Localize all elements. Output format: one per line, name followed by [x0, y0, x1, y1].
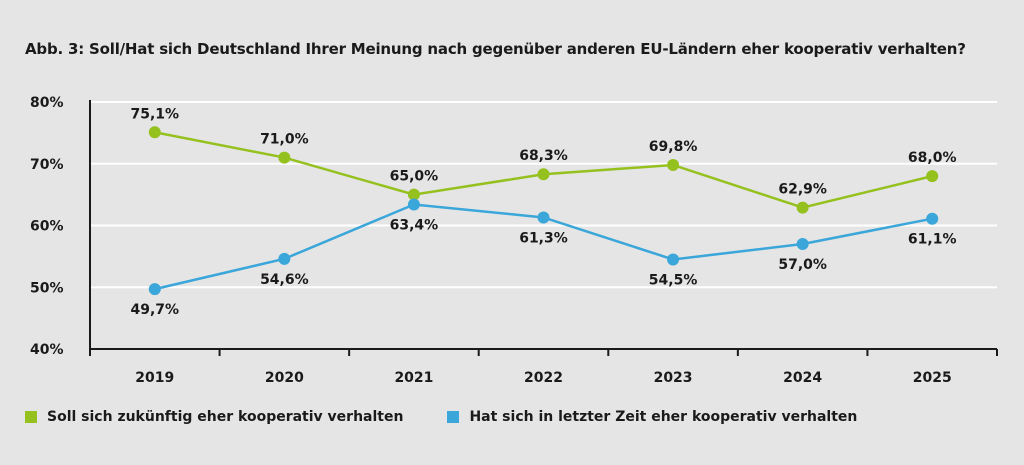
legend-item-soll: Soll sich zukünftig eher kooperativ verh… — [25, 409, 403, 425]
data-label-1-2022: 61,3% — [519, 230, 568, 246]
y-tick-label-70: 70% — [30, 157, 64, 173]
legend-label-hat: Hat sich in letzter Zeit eher kooperativ… — [469, 409, 858, 425]
data-label-0-2024: 62,9% — [778, 182, 827, 198]
x-tick-label-2022: 2022 — [524, 370, 563, 386]
x-tick-label-2023: 2023 — [654, 370, 693, 386]
data-point-1-2022 — [537, 211, 550, 224]
data-label-0-2025: 68,0% — [908, 150, 957, 166]
data-point-1-2020 — [278, 252, 291, 265]
legend-item-hat: Hat sich in letzter Zeit eher kooperativ… — [447, 409, 857, 425]
legend-swatch-soll — [25, 411, 37, 423]
data-label-1-2025: 61,1% — [908, 232, 957, 248]
x-tick-label-2021: 2021 — [394, 370, 433, 386]
y-tick-label-80: 80% — [30, 95, 64, 111]
chart-title: Abb. 3: Soll/Hat sich Deutschland Ihrer … — [25, 40, 966, 58]
x-tick-label-2025: 2025 — [913, 370, 952, 386]
data-point-0-2021 — [407, 188, 420, 201]
y-tick-label-40: 40% — [30, 342, 64, 358]
data-point-0-2025 — [926, 170, 939, 183]
data-label-1-2021: 63,4% — [390, 218, 439, 234]
x-tick-label-2020: 2020 — [265, 370, 304, 386]
data-point-0-2023 — [667, 158, 680, 171]
data-point-1-2023 — [667, 253, 680, 266]
data-label-1-2024: 57,0% — [778, 257, 827, 273]
data-point-0-2024 — [796, 201, 809, 214]
data-point-1-2024 — [796, 238, 809, 251]
data-label-0-2021: 65,0% — [390, 169, 439, 185]
legend-label-soll: Soll sich zukünftig eher kooperativ verh… — [47, 409, 404, 425]
data-label-0-2023: 69,8% — [649, 139, 698, 155]
data-label-0-2019: 75,1% — [130, 106, 179, 122]
data-point-1-2019 — [148, 283, 161, 296]
data-point-0-2019 — [148, 126, 161, 139]
x-tick-label-2024: 2024 — [783, 370, 822, 386]
data-label-1-2023: 54,5% — [649, 272, 698, 288]
x-tick-label-2019: 2019 — [135, 370, 174, 386]
data-point-1-2025 — [926, 212, 939, 225]
data-point-1-2021 — [407, 198, 420, 211]
data-point-0-2020 — [278, 151, 291, 164]
legend-swatch-hat — [447, 411, 460, 423]
y-tick-label-50: 50% — [30, 280, 64, 296]
y-tick-label-60: 60% — [30, 219, 64, 235]
data-label-1-2020: 54,6% — [260, 272, 309, 288]
data-label-1-2019: 49,7% — [130, 302, 179, 318]
data-point-0-2022 — [537, 168, 550, 181]
data-label-0-2022: 68,3% — [519, 148, 568, 164]
data-label-0-2020: 71,0% — [260, 132, 309, 148]
legend: Soll sich zukünftig eher kooperativ verh… — [25, 409, 901, 425]
